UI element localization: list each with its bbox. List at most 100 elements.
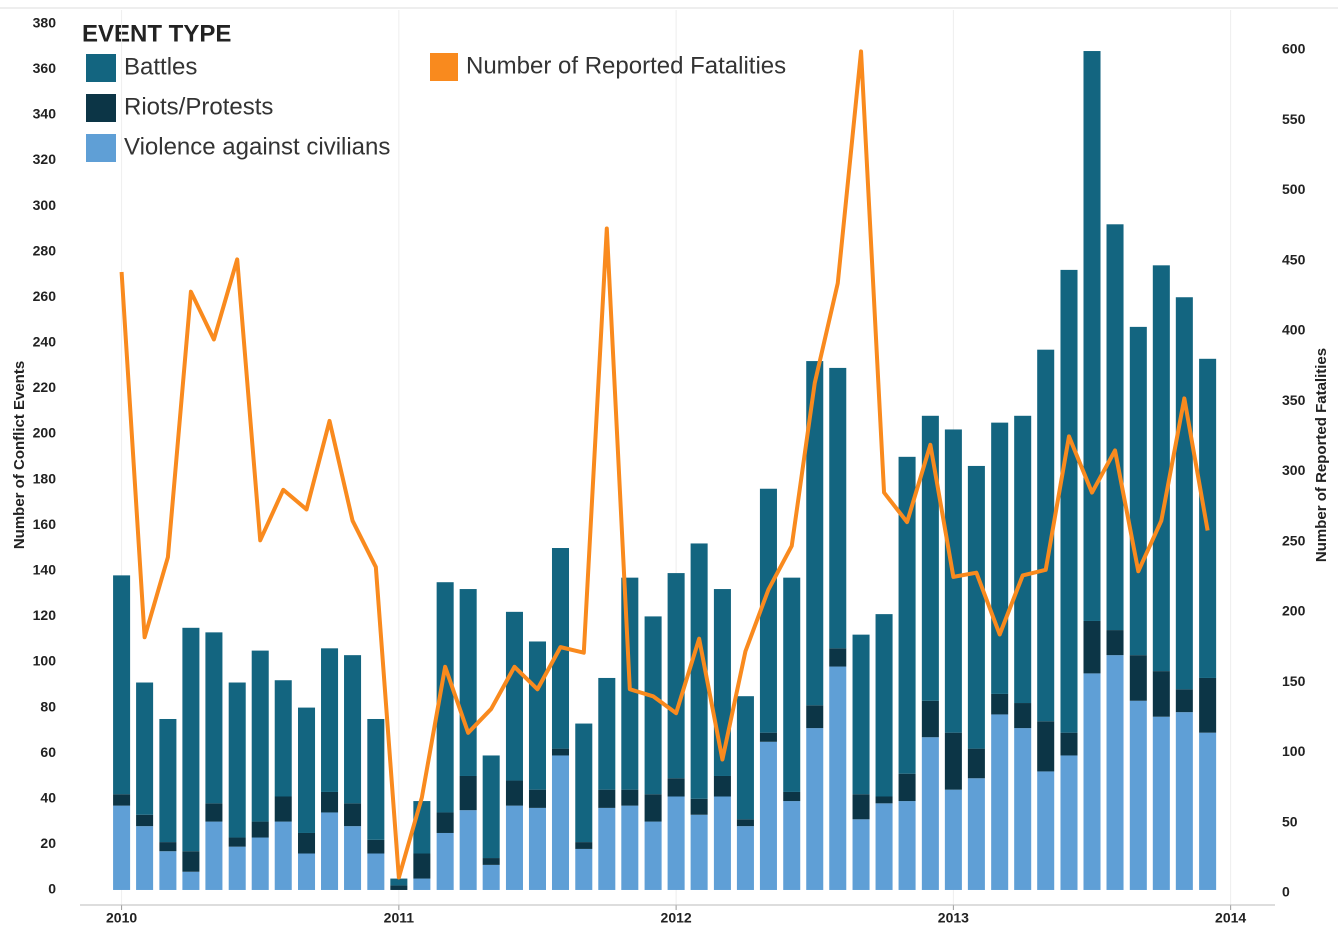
bar-segment (1060, 732, 1078, 756)
bar-segment (321, 791, 339, 813)
bar-segment (736, 819, 754, 827)
bar-segment (228, 682, 246, 838)
bar-segment (875, 803, 893, 890)
x-tick-label: 2014 (1215, 910, 1246, 925)
bar-segment (228, 837, 246, 847)
bar-segment (459, 775, 477, 811)
bar-segment (321, 648, 339, 792)
y2-tick-label: 500 (1282, 181, 1306, 197)
bar-segment (251, 650, 269, 822)
bar-segment (505, 611, 523, 781)
y2-axis-label: Number of Reported Fatalities (1313, 348, 1330, 562)
y-tick-label: 240 (33, 334, 57, 350)
fatalities-line (119, 49, 1210, 880)
bar-segment (759, 741, 777, 890)
legend-label: Number of Reported Fatalities (466, 52, 786, 79)
bar-segment (829, 367, 847, 649)
bar-segment (413, 878, 431, 890)
bar-segment (921, 737, 939, 890)
legend-swatch (430, 53, 458, 81)
bar-segment (575, 723, 593, 843)
bar-segment (551, 748, 570, 756)
y-tick-label: 80 (40, 698, 56, 714)
legend-title: EVENT TYPE (82, 20, 231, 47)
bar-segment (1014, 703, 1032, 729)
legend-label: Riots/Protests (124, 93, 273, 120)
bar-segment (1152, 265, 1170, 672)
bar-segment (621, 789, 639, 806)
y2-tick-label: 0 (1282, 884, 1290, 900)
y2-tick-label: 100 (1282, 743, 1306, 759)
x-tick-label: 2013 (938, 910, 969, 925)
bar-segment (736, 826, 754, 890)
bar-segment (436, 582, 454, 813)
y-tick-label: 0 (48, 881, 56, 897)
bar-segment (1014, 415, 1032, 704)
y2-tick-label: 50 (1282, 813, 1298, 829)
bar-segment (482, 858, 500, 865)
bar-segment (1175, 689, 1193, 713)
bar-segment (991, 422, 1009, 694)
bar-segment (159, 718, 177, 843)
bar-segment (113, 805, 131, 890)
bar-segment (436, 832, 454, 890)
bar-segment (1037, 721, 1055, 772)
bar-segment (875, 796, 893, 804)
bar-segment (944, 732, 962, 790)
bar-segment (759, 732, 777, 742)
bar-segment (505, 805, 523, 890)
bar-segment (713, 775, 731, 797)
bar-segment (898, 773, 916, 802)
bar-segment (921, 415, 939, 701)
bar-segment (1060, 755, 1078, 890)
bar-segment (390, 885, 408, 890)
y-tick-label: 280 (33, 242, 57, 258)
bar-segment (136, 826, 154, 890)
bar-segment (274, 680, 292, 797)
bar-segment (759, 488, 777, 733)
y2-tick-label: 150 (1282, 673, 1306, 689)
y2-tick-label: 200 (1282, 603, 1306, 619)
bar-segment (298, 832, 316, 854)
bar-segment (667, 573, 685, 779)
bar-segment (667, 778, 685, 797)
bar-segment (1129, 655, 1147, 701)
bar-segment (598, 807, 616, 890)
y-tick-label: 40 (40, 789, 56, 805)
y-tick-label: 180 (33, 470, 57, 486)
bar-segment (1083, 51, 1101, 621)
bar-segment (251, 821, 269, 838)
bar-segment (690, 814, 708, 890)
y-tick-label: 100 (33, 653, 57, 669)
bar-segment (598, 677, 616, 790)
bar-segment (367, 839, 385, 854)
bar-segment (459, 589, 477, 776)
bar-segment (967, 748, 985, 779)
bar-segment (1129, 700, 1147, 890)
bar-segment (644, 794, 662, 822)
bar-segment (1199, 732, 1217, 890)
bar-segment (298, 707, 316, 833)
bar-segment (783, 577, 801, 792)
bar-segment (921, 700, 939, 738)
bar-segment (528, 641, 546, 790)
x-tick-label: 2011 (384, 910, 415, 925)
y-tick-label: 380 (33, 14, 57, 30)
y-tick-label: 340 (33, 106, 57, 122)
bar-segment (205, 821, 223, 890)
bar-segment (944, 429, 962, 733)
bar-segment (182, 871, 200, 890)
y-tick-label: 120 (33, 607, 57, 623)
bar-segment (413, 801, 431, 854)
legend-swatch (86, 54, 116, 82)
bar-segment (598, 789, 616, 808)
bar-segment (459, 810, 477, 890)
bar-segment (1199, 358, 1217, 678)
bar-segment (1106, 224, 1124, 631)
y-tick-label: 160 (33, 516, 57, 532)
bar-segment (1083, 673, 1101, 890)
bar-segment (806, 705, 824, 729)
legend-swatch (86, 134, 116, 162)
y-tick-label: 260 (33, 288, 57, 304)
bar-segment (690, 798, 708, 815)
